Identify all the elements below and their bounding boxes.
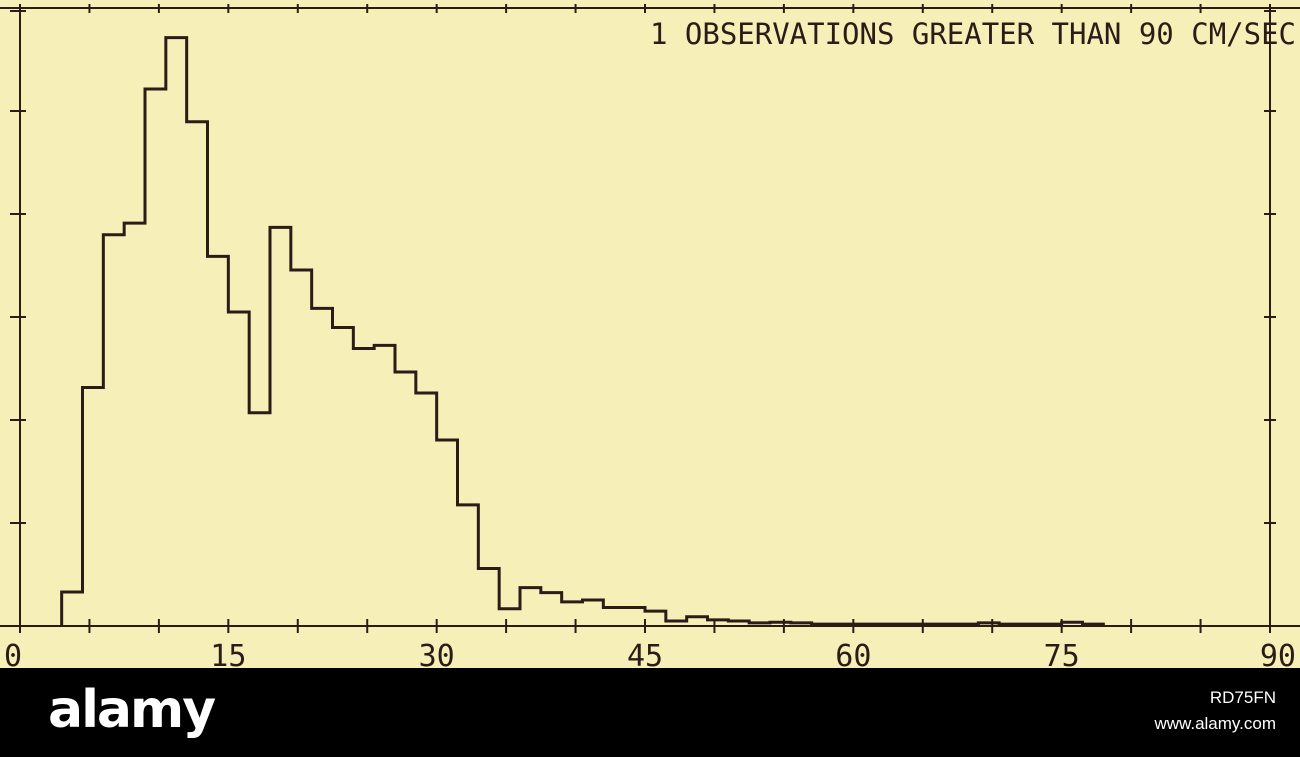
histogram-bar: [1083, 624, 1104, 626]
histogram-bar: [895, 624, 916, 626]
x-tick-label: 45: [627, 639, 663, 668]
x-tick-label: 0: [4, 639, 22, 668]
histogram-bar: [708, 620, 729, 626]
histogram-bar: [166, 38, 187, 626]
histogram-bar: [1041, 624, 1062, 626]
histogram-bar: [187, 122, 208, 626]
histogram-bar: [603, 607, 624, 626]
histogram-bar: [458, 505, 479, 626]
histogram-bar: [83, 387, 104, 626]
histogram-bar: [437, 440, 458, 626]
x-tick-label: 30: [419, 639, 455, 668]
histogram-bar: [728, 621, 749, 626]
histogram-bar: [1020, 624, 1041, 626]
histogram-bar: [291, 270, 312, 626]
histogram-bar: [145, 89, 166, 626]
histogram-bar: [645, 611, 666, 626]
histogram-bar: [770, 622, 791, 626]
plot-background: [0, 0, 1300, 668]
histogram-bar: [999, 624, 1020, 626]
histogram-bar: [853, 624, 874, 626]
x-tick-label: 75: [1044, 639, 1080, 668]
histogram-bar: [249, 413, 270, 626]
x-tick-label: 60: [835, 639, 871, 668]
annotation-text: 1 OBSERVATIONS GREATER THAN 90 CM/SEC: [650, 17, 1296, 51]
histogram-bar: [624, 607, 645, 626]
alamy-logo: alamy: [48, 680, 216, 740]
histogram-chart: 0 15 30 45 60 75 90 1 OBSERVATIONS GREATER THAN…: [0, 0, 1300, 668]
histogram-bar: [499, 609, 520, 626]
histogram-bar: [833, 624, 854, 626]
watermark-url: www.alamy.com: [1154, 714, 1276, 733]
histogram-bar: [978, 623, 999, 626]
x-tick-label: 15: [210, 639, 246, 668]
histogram-bar: [208, 256, 229, 626]
histogram-bar: [687, 617, 708, 626]
histogram-bar: [874, 624, 895, 626]
histogram-bar: [812, 624, 833, 626]
histogram-series-line: [60, 36, 1105, 626]
histogram-bar: [958, 624, 979, 626]
histogram-bar: [103, 235, 124, 626]
histogram-bar: [416, 393, 437, 626]
histogram-bar: [541, 593, 562, 626]
histogram-bar: [395, 372, 416, 626]
chart-svg: 0 15 30 45 60 75 90 1 OBSERVATIONS GREATER THAN…: [0, 0, 1300, 668]
histogram-bar: [749, 623, 770, 626]
histogram-bar: [583, 600, 604, 626]
histogram-bar: [62, 592, 83, 626]
image-id: RD75FN: [1209, 688, 1276, 707]
histogram-bar: [1062, 622, 1083, 626]
histogram-bar: [228, 312, 249, 626]
histogram-bar: [333, 328, 354, 626]
histogram-bar: [937, 624, 958, 626]
histogram-bar: [353, 349, 374, 626]
histogram-bar: [270, 227, 291, 626]
histogram-bar: [374, 345, 395, 626]
histogram-bar: [520, 588, 541, 626]
x-tick-label: 90: [1260, 639, 1296, 668]
histogram-bar: [666, 621, 687, 626]
histogram-bar: [916, 624, 937, 626]
histogram-bar: [562, 602, 583, 626]
histogram-bar: [791, 623, 812, 626]
histogram-bar: [312, 308, 333, 626]
watermark-footer: [0, 668, 1300, 757]
histogram-bar: [124, 223, 145, 626]
histogram-bar: [478, 569, 499, 626]
